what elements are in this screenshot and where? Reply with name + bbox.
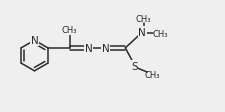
Text: N: N (31, 36, 38, 46)
Text: N: N (85, 43, 92, 53)
Text: CH₃: CH₃ (62, 26, 77, 35)
Text: CH₃: CH₃ (152, 29, 168, 38)
Text: CH₃: CH₃ (144, 70, 160, 79)
Text: S: S (131, 61, 138, 71)
Text: N: N (102, 43, 109, 53)
Text: CH₃: CH₃ (136, 15, 151, 24)
Text: N: N (138, 28, 146, 38)
